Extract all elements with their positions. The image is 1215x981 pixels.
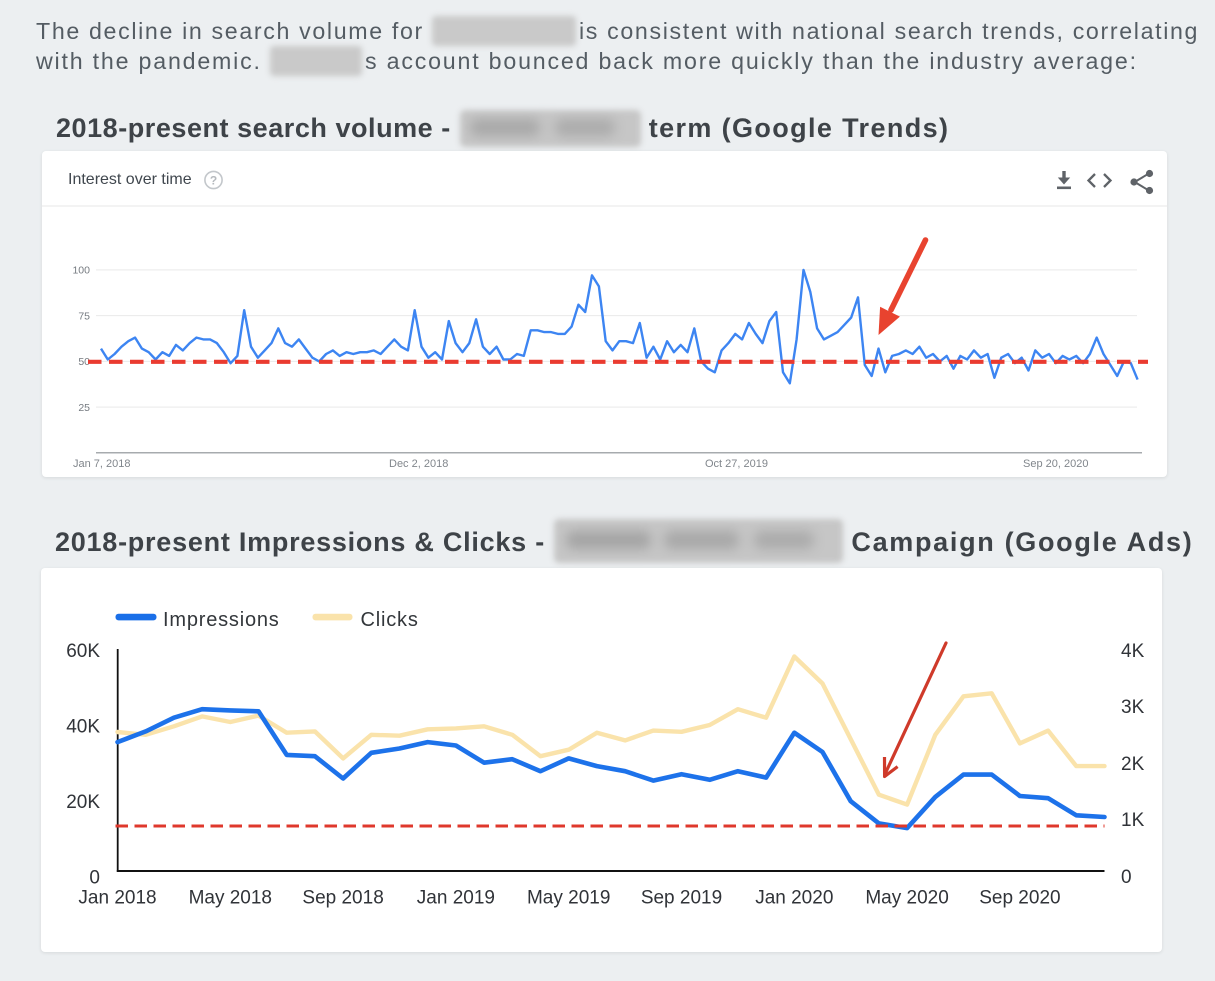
svg-text:75: 75 (78, 310, 90, 322)
svg-text:Sep 2020: Sep 2020 (979, 887, 1060, 908)
svg-text:Jan 2019: Jan 2019 (417, 887, 495, 908)
svg-text:Sep 2019: Sep 2019 (641, 887, 722, 908)
svg-text:Jan 2020: Jan 2020 (755, 887, 833, 908)
svg-text:?: ? (210, 174, 217, 188)
svg-text:100: 100 (72, 265, 90, 277)
svg-text:Sep 20, 2020: Sep 20, 2020 (1023, 458, 1088, 470)
svg-text:May 2020: May 2020 (865, 887, 948, 908)
svg-text:Clicks: Clicks (361, 609, 419, 631)
svg-text:Dec 2, 2018: Dec 2, 2018 (389, 458, 448, 470)
svg-text:60K: 60K (66, 641, 100, 662)
svg-text:25: 25 (78, 402, 90, 414)
svg-text:May 2018: May 2018 (189, 887, 272, 908)
svg-text:Jan 7, 2018: Jan 7, 2018 (73, 458, 131, 470)
svg-text:Sep 2018: Sep 2018 (302, 887, 383, 908)
svg-text:Impressions: Impressions (163, 609, 280, 631)
svg-text:0: 0 (89, 867, 100, 888)
svg-text:40K: 40K (66, 716, 100, 737)
svg-text:20K: 20K (66, 792, 100, 813)
svg-text:50: 50 (78, 356, 90, 368)
svg-text:4K: 4K (1121, 641, 1145, 662)
svg-text:Jan 2018: Jan 2018 (78, 887, 156, 908)
svg-text:Oct 27, 2019: Oct 27, 2019 (705, 458, 768, 470)
svg-text:0: 0 (1121, 867, 1132, 888)
svg-text:2K: 2K (1121, 754, 1145, 775)
svg-text:May 2019: May 2019 (527, 887, 610, 908)
svg-text:1K: 1K (1121, 810, 1145, 831)
svg-text:3K: 3K (1121, 697, 1145, 718)
